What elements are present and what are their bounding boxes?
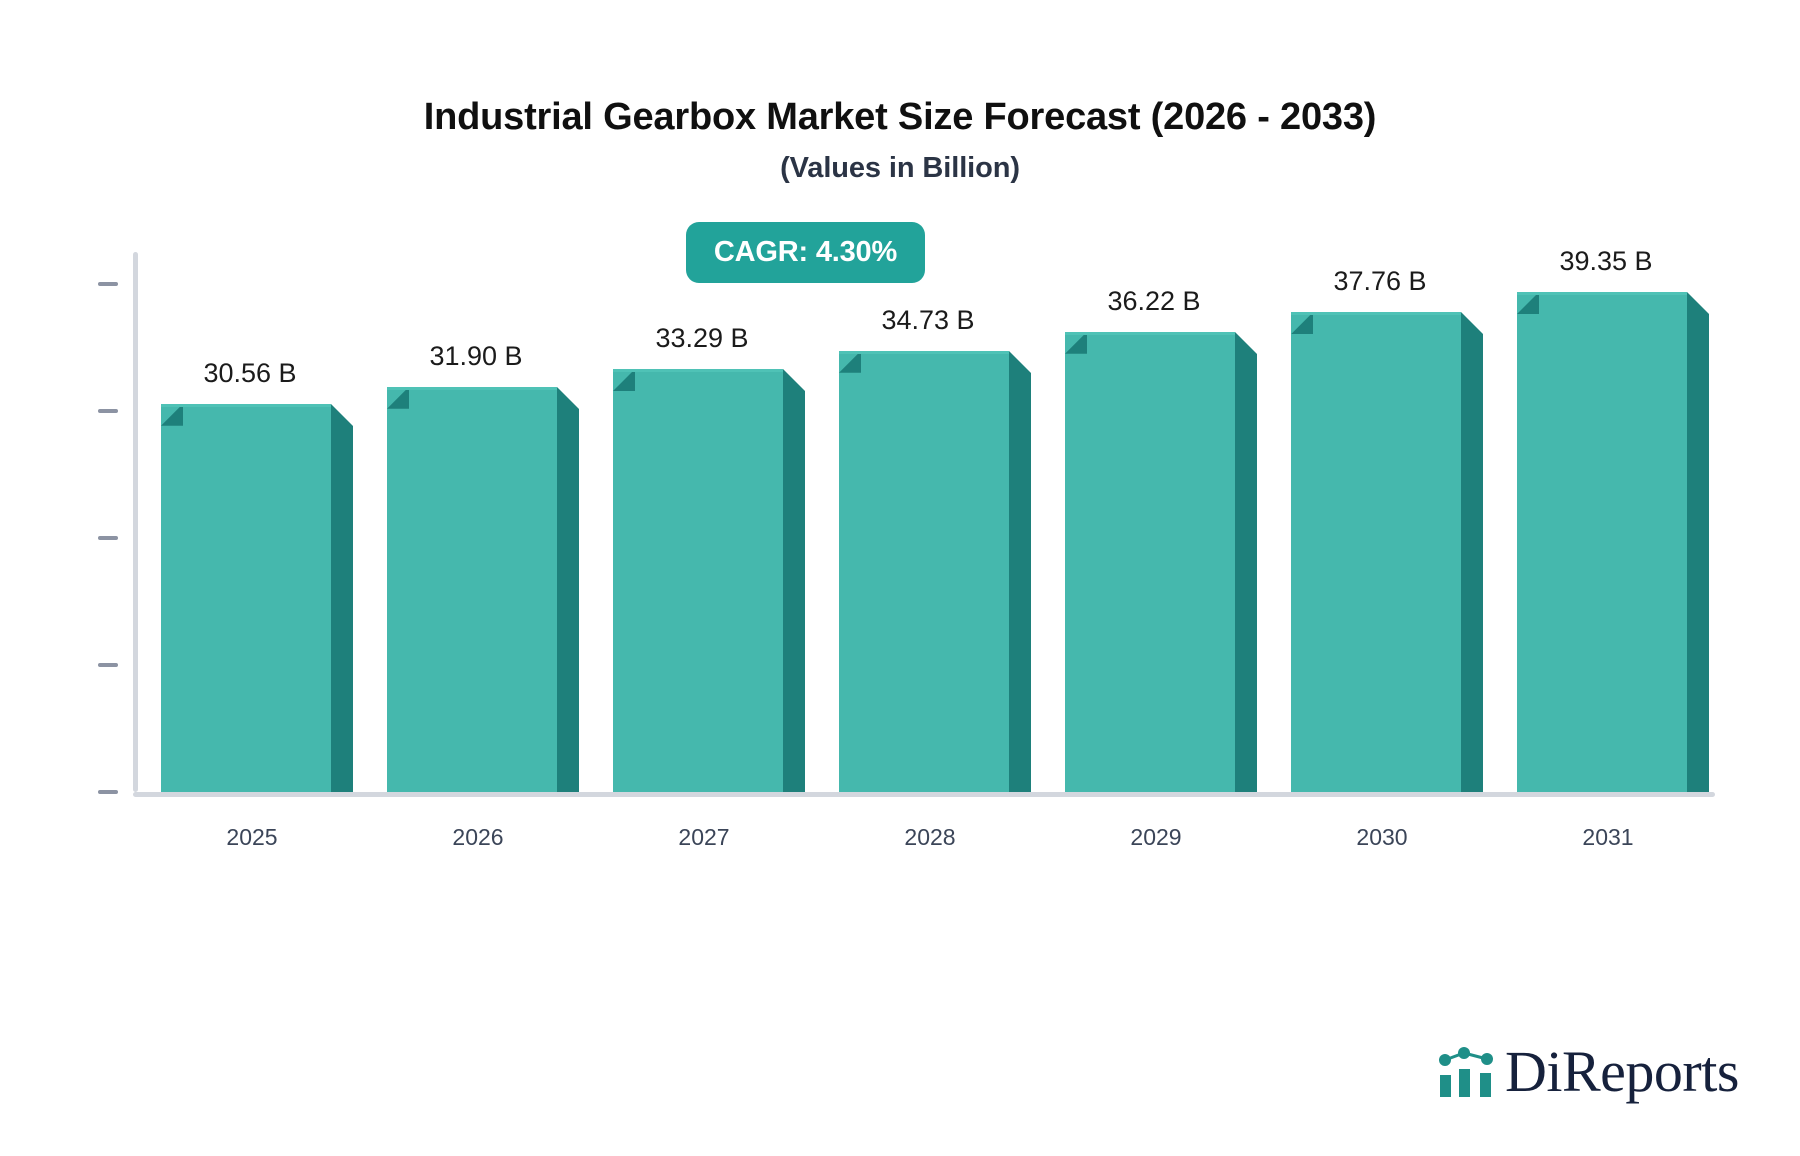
bar-value-label: 37.76 B <box>1333 266 1427 297</box>
bar-top-edge <box>1291 312 1461 316</box>
bar-side-bevel <box>1235 331 1257 354</box>
bar-face <box>1065 331 1235 792</box>
x-axis-tick-label: 2030 <box>1356 824 1408 850</box>
y-axis-tick-mark <box>98 662 118 667</box>
plot-area: 010.0B20.0B30.0B40.0B 30.56 B31.90 B33.2… <box>98 246 1715 850</box>
x-axis-tick-label: 2027 <box>678 824 730 850</box>
brand-logo: DiReports <box>1437 1035 1739 1104</box>
bar-chart-logo-icon <box>1439 1047 1493 1097</box>
x-axis-tick-label: 2031 <box>1582 824 1634 850</box>
x-axis-tick-label: 2029 <box>1130 824 1182 850</box>
bar-top-edge <box>1517 292 1687 296</box>
cagr-badge: CAGR: 4.30% <box>686 222 925 283</box>
bar-face <box>161 403 331 792</box>
y-axis-tick-mark <box>98 535 118 540</box>
bar[interactable] <box>1065 331 1257 792</box>
bar-side-bevel <box>331 403 353 426</box>
bar-side-bevel <box>783 369 805 392</box>
title-block: Industrial Gearbox Market Size Forecast … <box>0 96 1800 185</box>
bar-top-edge <box>613 369 783 373</box>
bar-side-bevel <box>1009 350 1031 373</box>
bar-side-bevel <box>1461 312 1483 335</box>
bar-side-panel <box>331 425 353 792</box>
bar-side-panel <box>1687 314 1709 792</box>
bar-top-edge <box>161 403 331 407</box>
bar-side-panel <box>783 391 805 792</box>
x-axis-line <box>133 792 1715 797</box>
bar-value-label: 30.56 B <box>203 357 297 388</box>
chart-subtitle: (Values in Billion) <box>780 151 1020 184</box>
bar-value-label: 34.73 B <box>881 304 975 335</box>
bar-value-label: 39.35 B <box>1559 246 1653 277</box>
y-axis-line <box>133 252 138 792</box>
bar-face <box>613 369 783 792</box>
bar-side-panel <box>1235 353 1257 792</box>
bar[interactable] <box>387 386 579 792</box>
bar-top-edge <box>839 350 1009 354</box>
bar-side-panel <box>1461 334 1483 792</box>
bar[interactable] <box>1291 312 1483 792</box>
bar-face <box>1517 292 1687 792</box>
bar[interactable] <box>1517 292 1709 792</box>
bar[interactable] <box>613 369 805 792</box>
bar-top-edge <box>387 386 557 390</box>
bar-face <box>1291 312 1461 792</box>
bar-top-edge <box>1065 331 1235 335</box>
page-title: Industrial Gearbox Market Size Forecast … <box>423 96 1377 138</box>
y-axis-tick-mark <box>98 281 118 286</box>
bar-side-panel <box>1009 372 1031 792</box>
x-axis-tick-label: 2025 <box>226 824 278 850</box>
bar-face <box>387 386 557 792</box>
bar[interactable] <box>161 403 353 792</box>
x-axis-tick-label: 2028 <box>904 824 956 850</box>
y-axis-tick-mark <box>98 790 118 794</box>
brand-logo-text: DiReports <box>1505 1038 1739 1104</box>
bar-side-bevel <box>1687 292 1709 315</box>
bar-side-bevel <box>557 386 579 409</box>
bar-side-panel <box>557 408 579 792</box>
bar-value-label: 33.29 B <box>655 323 749 354</box>
y-axis-tick-mark <box>98 408 118 413</box>
bar-value-label: 31.90 B <box>429 340 523 371</box>
bar-value-label: 36.22 B <box>1107 285 1201 316</box>
x-axis-tick-label: 2026 <box>452 824 504 850</box>
bar[interactable] <box>839 350 1031 792</box>
bar-face <box>839 350 1009 792</box>
cagr-badge-label: CAGR: 4.30% <box>713 236 898 268</box>
